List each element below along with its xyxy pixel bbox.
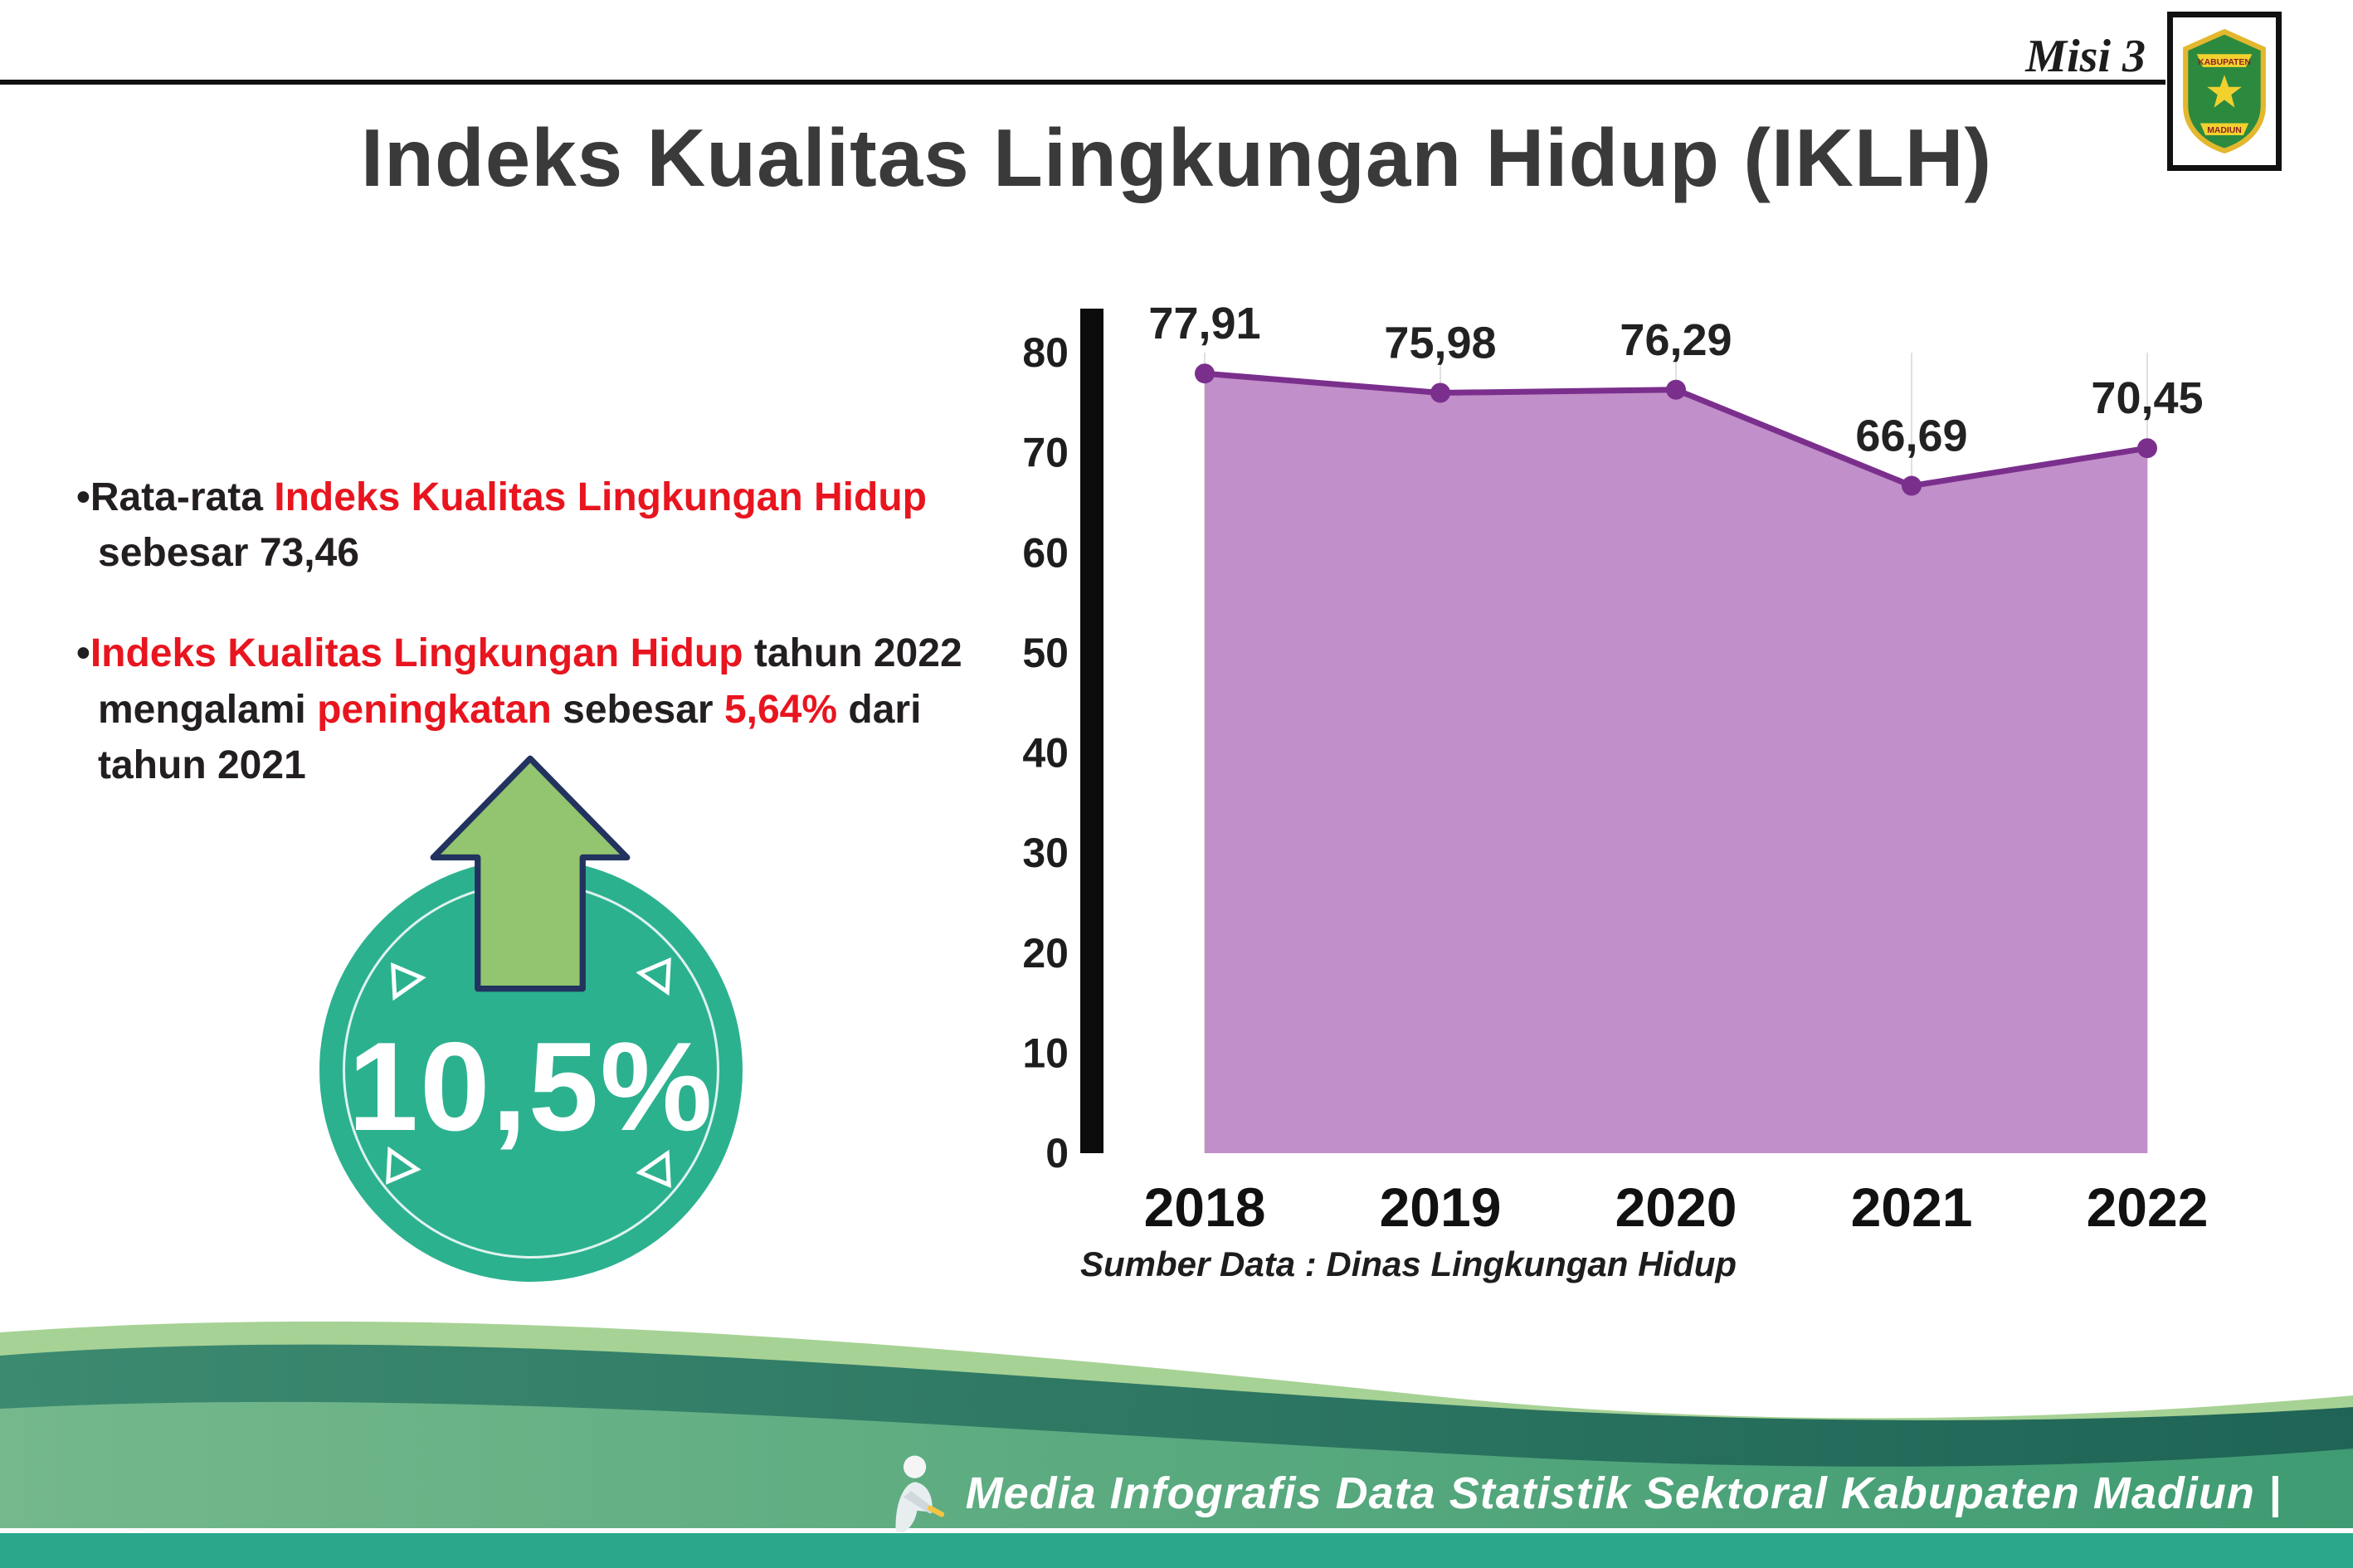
bullet-list: •Rata-rata Indeks Kualitas Lingkungan Hi… [76, 470, 968, 793]
mascot-icon [895, 1455, 944, 1533]
svg-text:77,91: 77,91 [1148, 299, 1260, 348]
misi-label: Misi 3 [2025, 31, 2146, 82]
up-arrow-icon [430, 755, 631, 992]
svg-text:10: 10 [1022, 1030, 1069, 1076]
svg-text:66,69: 66,69 [1855, 411, 1967, 461]
footer-wave: Media Infografis Data Statistik Sektoral… [0, 1294, 2353, 1568]
footer-caption: Media Infografis Data Statistik Sektoral… [873, 1452, 2282, 1535]
svg-text:75,98: 75,98 [1384, 318, 1496, 368]
kabupaten-madiun-logo: KABUPATEN MADIUN [2167, 12, 2282, 171]
svg-text:KABUPATEN: KABUPATEN [2198, 58, 2251, 67]
footer-caption-text: Media Infografis Data Statistik Sektoral… [965, 1468, 2282, 1518]
svg-text:40: 40 [1022, 730, 1069, 777]
svg-text:2022: 2022 [2087, 1176, 2209, 1238]
footer-wave-svg [0, 1321, 2353, 1568]
svg-text:2018: 2018 [1144, 1176, 1266, 1238]
chart-source: Sumber Data : Dinas Lingkungan Hidup [1080, 1244, 1737, 1283]
bullet-item-increase: •Indeks Kualitas Lingkungan Hidup tahun … [76, 631, 962, 787]
header-rule [0, 80, 2165, 85]
bullet-item-average: •Rata-rata Indeks Kualitas Lingkungan Hi… [76, 475, 927, 576]
svg-text:2020: 2020 [1615, 1176, 1737, 1238]
svg-text:76,29: 76,29 [1620, 315, 1732, 365]
increase-badge: 10,5% [319, 755, 743, 1282]
svg-text:70: 70 [1022, 430, 1069, 476]
svg-text:2021: 2021 [1851, 1176, 1973, 1238]
svg-text:0: 0 [1045, 1130, 1069, 1176]
svg-text:30: 30 [1022, 830, 1069, 876]
badge-decor-triangles [386, 957, 671, 1188]
iklh-area-chart-svg: 0 10 20 30 40 50 60 70 80 77,91 75,98 76,29 66,69 70,… [1022, 299, 2209, 1238]
svg-text:70,45: 70,45 [2091, 373, 2203, 423]
svg-text:60: 60 [1022, 529, 1069, 576]
svg-text:50: 50 [1022, 630, 1069, 676]
svg-text:80: 80 [1022, 329, 1069, 376]
iklh-chart: 0 10 20 30 40 50 60 70 80 77,91 75,98 76,29 66,69 70,… [1022, 299, 2257, 1327]
badge-value: 10,5% [348, 1016, 714, 1157]
svg-text:20: 20 [1022, 930, 1069, 976]
crest-icon: KABUPATEN MADIUN [2183, 28, 2266, 154]
page-title: Indeks Kualitas Lingkungan Hidup (IKLH) [360, 112, 1993, 203]
svg-text:2019: 2019 [1380, 1176, 1502, 1238]
svg-text:MADIUN: MADIUN [2207, 126, 2242, 135]
